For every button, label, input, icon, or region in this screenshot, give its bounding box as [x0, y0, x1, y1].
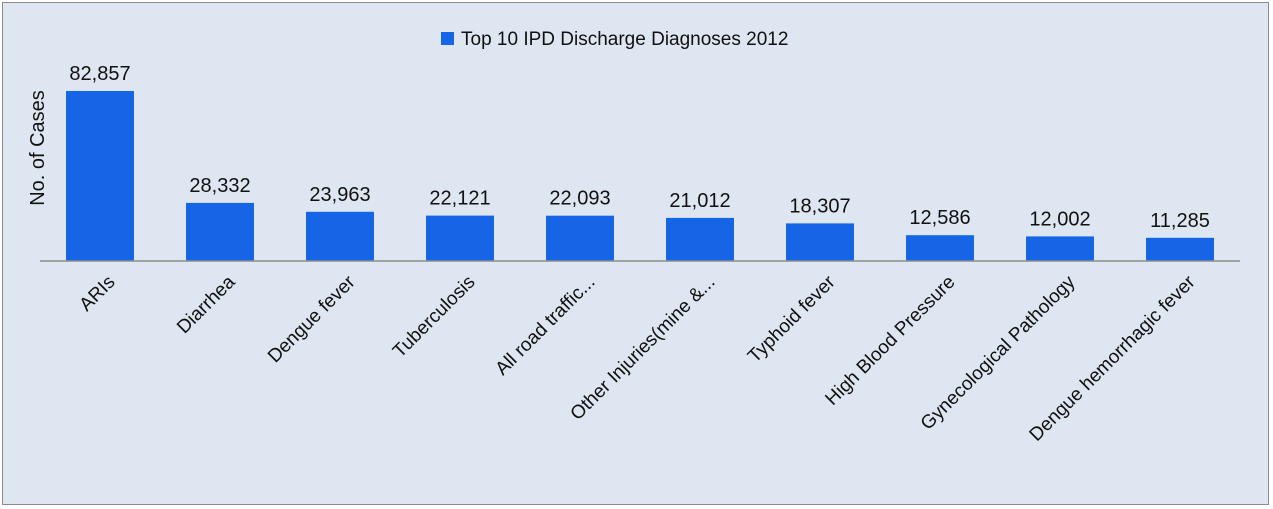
bar [546, 216, 614, 261]
bar [306, 212, 374, 261]
bar [66, 91, 134, 261]
category-label: ARIs [76, 272, 120, 316]
bar [1026, 236, 1094, 261]
category-label: High Blood Pressure [821, 272, 959, 410]
value-label: 22,121 [429, 188, 490, 210]
category-label: Typhoid fever [744, 271, 840, 367]
legend-swatch [441, 32, 454, 45]
value-label: 12,002 [1029, 208, 1090, 230]
category-label: Tuberculosis [389, 272, 480, 363]
category-label: Dengue fever [264, 271, 360, 367]
value-label: 28,332 [189, 175, 250, 197]
bar [1146, 238, 1214, 261]
category-labels: ARIs Diarrhea Dengue fever Tuberculosis All … [76, 271, 1200, 445]
category-label: All road traffic... [492, 272, 600, 380]
bar [786, 223, 854, 261]
bar [186, 203, 254, 261]
value-label: 18,307 [789, 195, 850, 217]
bar [666, 218, 734, 261]
value-label: 82,857 [69, 63, 130, 85]
value-label: 21,012 [669, 190, 730, 212]
value-label: 12,586 [909, 207, 970, 229]
legend-label: Top 10 IPD Discharge Diagnoses 2012 [461, 29, 788, 50]
value-label: 22,093 [549, 188, 610, 210]
y-axis-label: No. of Cases [27, 90, 49, 206]
legend: Top 10 IPD Discharge Diagnoses 2012 [441, 29, 788, 50]
value-label: 23,963 [309, 184, 370, 206]
value-label: 11,285 [1150, 210, 1210, 232]
category-label: Diarrhea [173, 271, 240, 338]
bar [426, 216, 494, 261]
bar [906, 235, 974, 261]
